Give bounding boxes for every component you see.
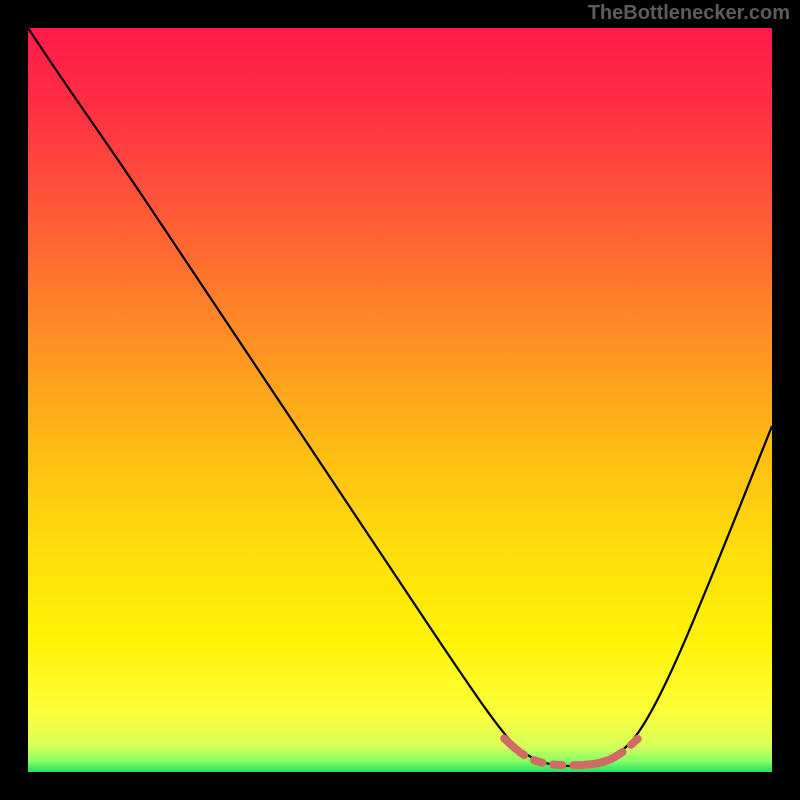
- bottleneck-chart: [0, 0, 800, 800]
- chart-stage: TheBottlenecker.com: [0, 0, 800, 800]
- watermark-text: TheBottlenecker.com: [588, 2, 790, 25]
- plot-gradient-background: [28, 28, 772, 772]
